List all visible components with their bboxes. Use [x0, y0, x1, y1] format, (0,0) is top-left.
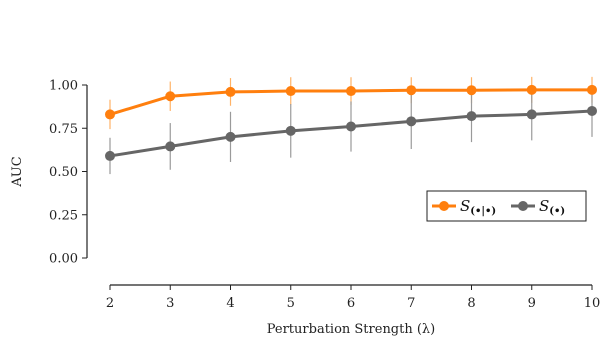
data-point: [587, 105, 597, 116]
x-axis-title: Perturbation Strength (λ): [267, 322, 436, 337]
legend-marker: [439, 201, 449, 211]
x-tick-label: 4: [226, 296, 234, 311]
y-tick-label: 0.25: [49, 208, 78, 223]
x-tick-label: 2: [106, 296, 114, 311]
legend-label: S(•): [539, 197, 565, 217]
data-point: [526, 109, 537, 120]
data-point: [285, 125, 296, 136]
data-point: [526, 84, 537, 95]
y-tick-label: 1.00: [49, 79, 78, 94]
x-tick-label: 7: [407, 296, 415, 311]
data-point: [587, 84, 597, 95]
axes: 0.00 0.25 0.50 0.75 1.00 2 3 4 5 6 7 8 9 10: [49, 79, 600, 312]
legend: S(•|•) S(•): [426, 190, 587, 222]
data-point: [225, 131, 236, 142]
data-point: [225, 86, 236, 97]
data-point: [165, 91, 176, 102]
legend-marker: [518, 201, 528, 211]
data-point: [105, 150, 115, 161]
legend-label: S(•|•): [460, 197, 496, 217]
x-tick-label: 3: [166, 296, 174, 311]
data-point: [466, 85, 477, 96]
data-point: [406, 116, 417, 127]
data-points: [105, 84, 597, 161]
data-point: [466, 111, 477, 122]
x-tick-label: 10: [584, 296, 601, 311]
y-tick-label: 0.00: [49, 252, 78, 267]
data-point: [285, 86, 296, 97]
data-point: [346, 86, 356, 97]
y-tick-label: 0.75: [49, 122, 78, 137]
data-point: [165, 141, 176, 152]
data-point: [406, 85, 417, 96]
x-tick-label: 6: [347, 296, 355, 311]
y-axis-title: AUC: [10, 156, 25, 187]
x-tick-label: 9: [528, 296, 536, 311]
y-tick-label: 0.50: [49, 165, 78, 180]
x-tick-label: 8: [467, 296, 475, 311]
data-point: [105, 109, 115, 120]
x-tick-label: 5: [287, 296, 295, 311]
data-point: [346, 121, 356, 132]
